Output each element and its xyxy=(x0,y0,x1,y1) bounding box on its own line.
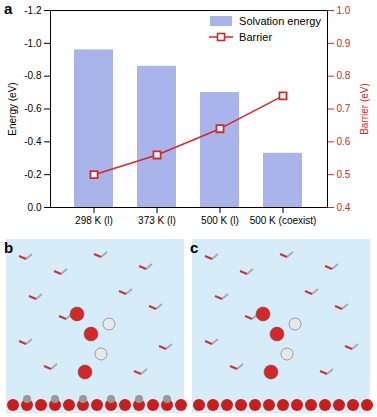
svg-text:0.7: 0.7 xyxy=(337,103,351,114)
svg-text:373 K (l): 373 K (l) xyxy=(138,215,176,226)
svg-text:-1.2: -1.2 xyxy=(24,5,42,16)
svg-text:500 K (l): 500 K (l) xyxy=(201,215,239,226)
html-text:Barrier: Barrier xyxy=(239,31,273,43)
svg-text:0.5: 0.5 xyxy=(337,169,351,180)
svg-text:1.0: 1.0 xyxy=(337,5,351,16)
svg-text:-0.4: -0.4 xyxy=(24,136,42,147)
html-text:Solvation energy: Solvation energy xyxy=(239,15,321,27)
svg-text:b: b xyxy=(4,239,13,256)
svg-text:-0.6: -0.6 xyxy=(24,103,42,114)
svg-text:-0.8: -0.8 xyxy=(24,70,42,81)
svg-text:0.4: 0.4 xyxy=(337,202,351,213)
svg-text:0.6: 0.6 xyxy=(337,136,351,147)
svg-text:Barrier (eV): Barrier (eV) xyxy=(359,83,370,135)
svg-text:0.8: 0.8 xyxy=(337,70,351,81)
svg-text:Energy (eV): Energy (eV) xyxy=(7,82,18,135)
svg-text:500 K (coexist): 500 K (coexist) xyxy=(250,215,317,226)
svg-text:-0.2: -0.2 xyxy=(24,169,42,180)
svg-text:c: c xyxy=(190,239,198,256)
svg-text:0.0: 0.0 xyxy=(28,202,42,213)
svg-text:-1.0: -1.0 xyxy=(24,38,42,49)
html-text:a: a xyxy=(4,0,13,17)
svg-text:0.9: 0.9 xyxy=(337,38,351,49)
svg-text:298 K (l): 298 K (l) xyxy=(75,215,113,226)
